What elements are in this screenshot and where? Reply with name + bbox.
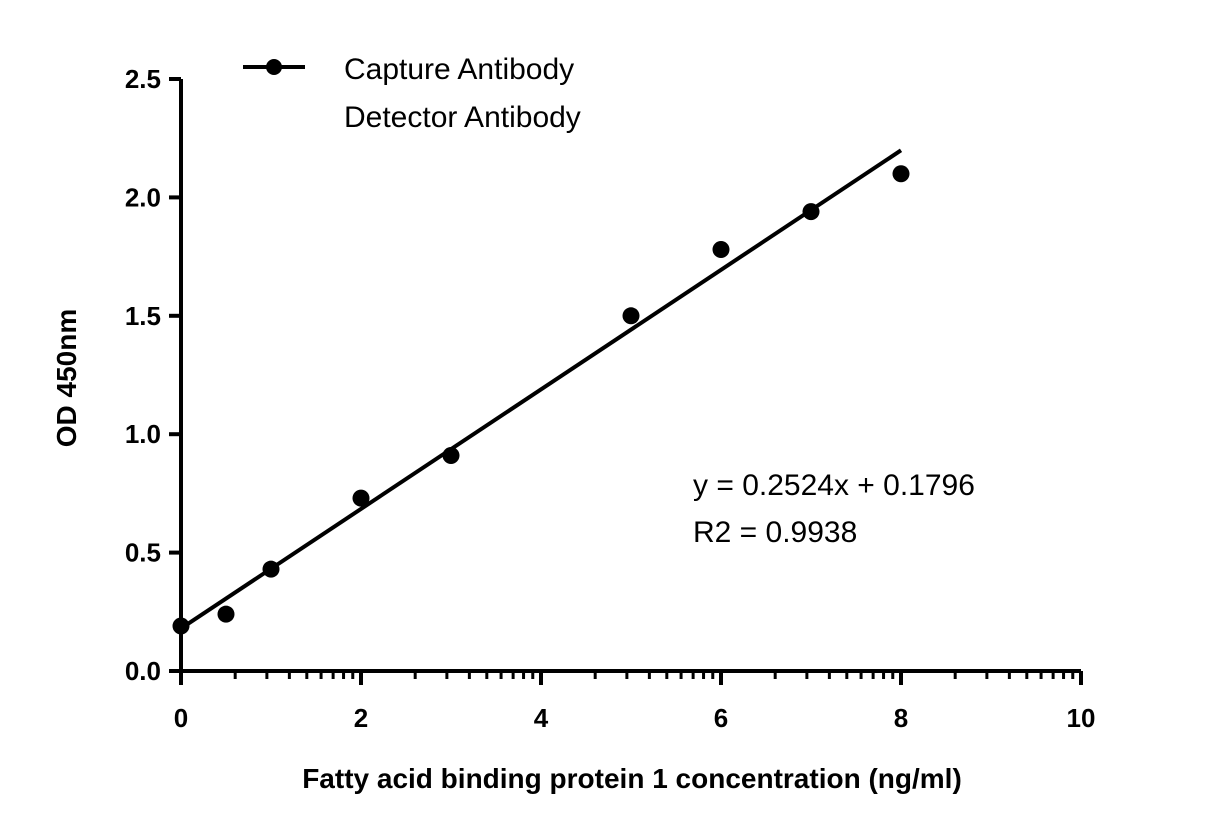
- data-point: [352, 489, 370, 507]
- x-tick-label: 2: [354, 703, 368, 733]
- x-tick-label: 8: [894, 703, 908, 733]
- legend: Capture Antibody Detector Antibody: [243, 53, 581, 134]
- axes: 0.0 0.5 1.0 1.5 2.0 2.5 0 2 4 6 8 10: [125, 64, 1096, 733]
- y-axis-title: OD 450nm: [51, 309, 82, 448]
- data-point: [172, 617, 190, 635]
- x-axis-title: Fatty acid binding protein 1 concentrati…: [302, 763, 962, 794]
- x-tick-label: 0: [174, 703, 188, 733]
- y-tick-label: 1.5: [125, 301, 161, 331]
- y-tick-label: 0.0: [125, 656, 161, 686]
- x-tick-label: 10: [1067, 703, 1096, 733]
- data-point: [892, 165, 910, 183]
- fit-line-group: [179, 148, 903, 631]
- y-tick-label: 1.0: [125, 419, 161, 449]
- data-point: [622, 307, 640, 325]
- r2-label: R2 = 0.9938: [693, 516, 857, 549]
- data-point: [262, 560, 280, 578]
- legend-entry-detector: Detector Antibody: [344, 101, 581, 134]
- legend-entry-capture: Capture Antibody: [344, 53, 574, 86]
- equation-label: y = 0.2524x + 0.1796: [693, 469, 975, 502]
- y-tick-label: 2.5: [125, 64, 161, 94]
- data-point: [802, 203, 820, 221]
- data-points: [172, 165, 910, 635]
- data-point: [712, 240, 730, 258]
- legend-marker: [266, 59, 282, 75]
- fit-line: [179, 148, 903, 631]
- x-tick-label: 6: [714, 703, 728, 733]
- data-point: [442, 447, 460, 465]
- data-point: [217, 605, 235, 623]
- y-tick-label: 2.0: [125, 182, 161, 212]
- y-tick-label: 0.5: [125, 538, 161, 568]
- x-tick-label: 4: [534, 703, 549, 733]
